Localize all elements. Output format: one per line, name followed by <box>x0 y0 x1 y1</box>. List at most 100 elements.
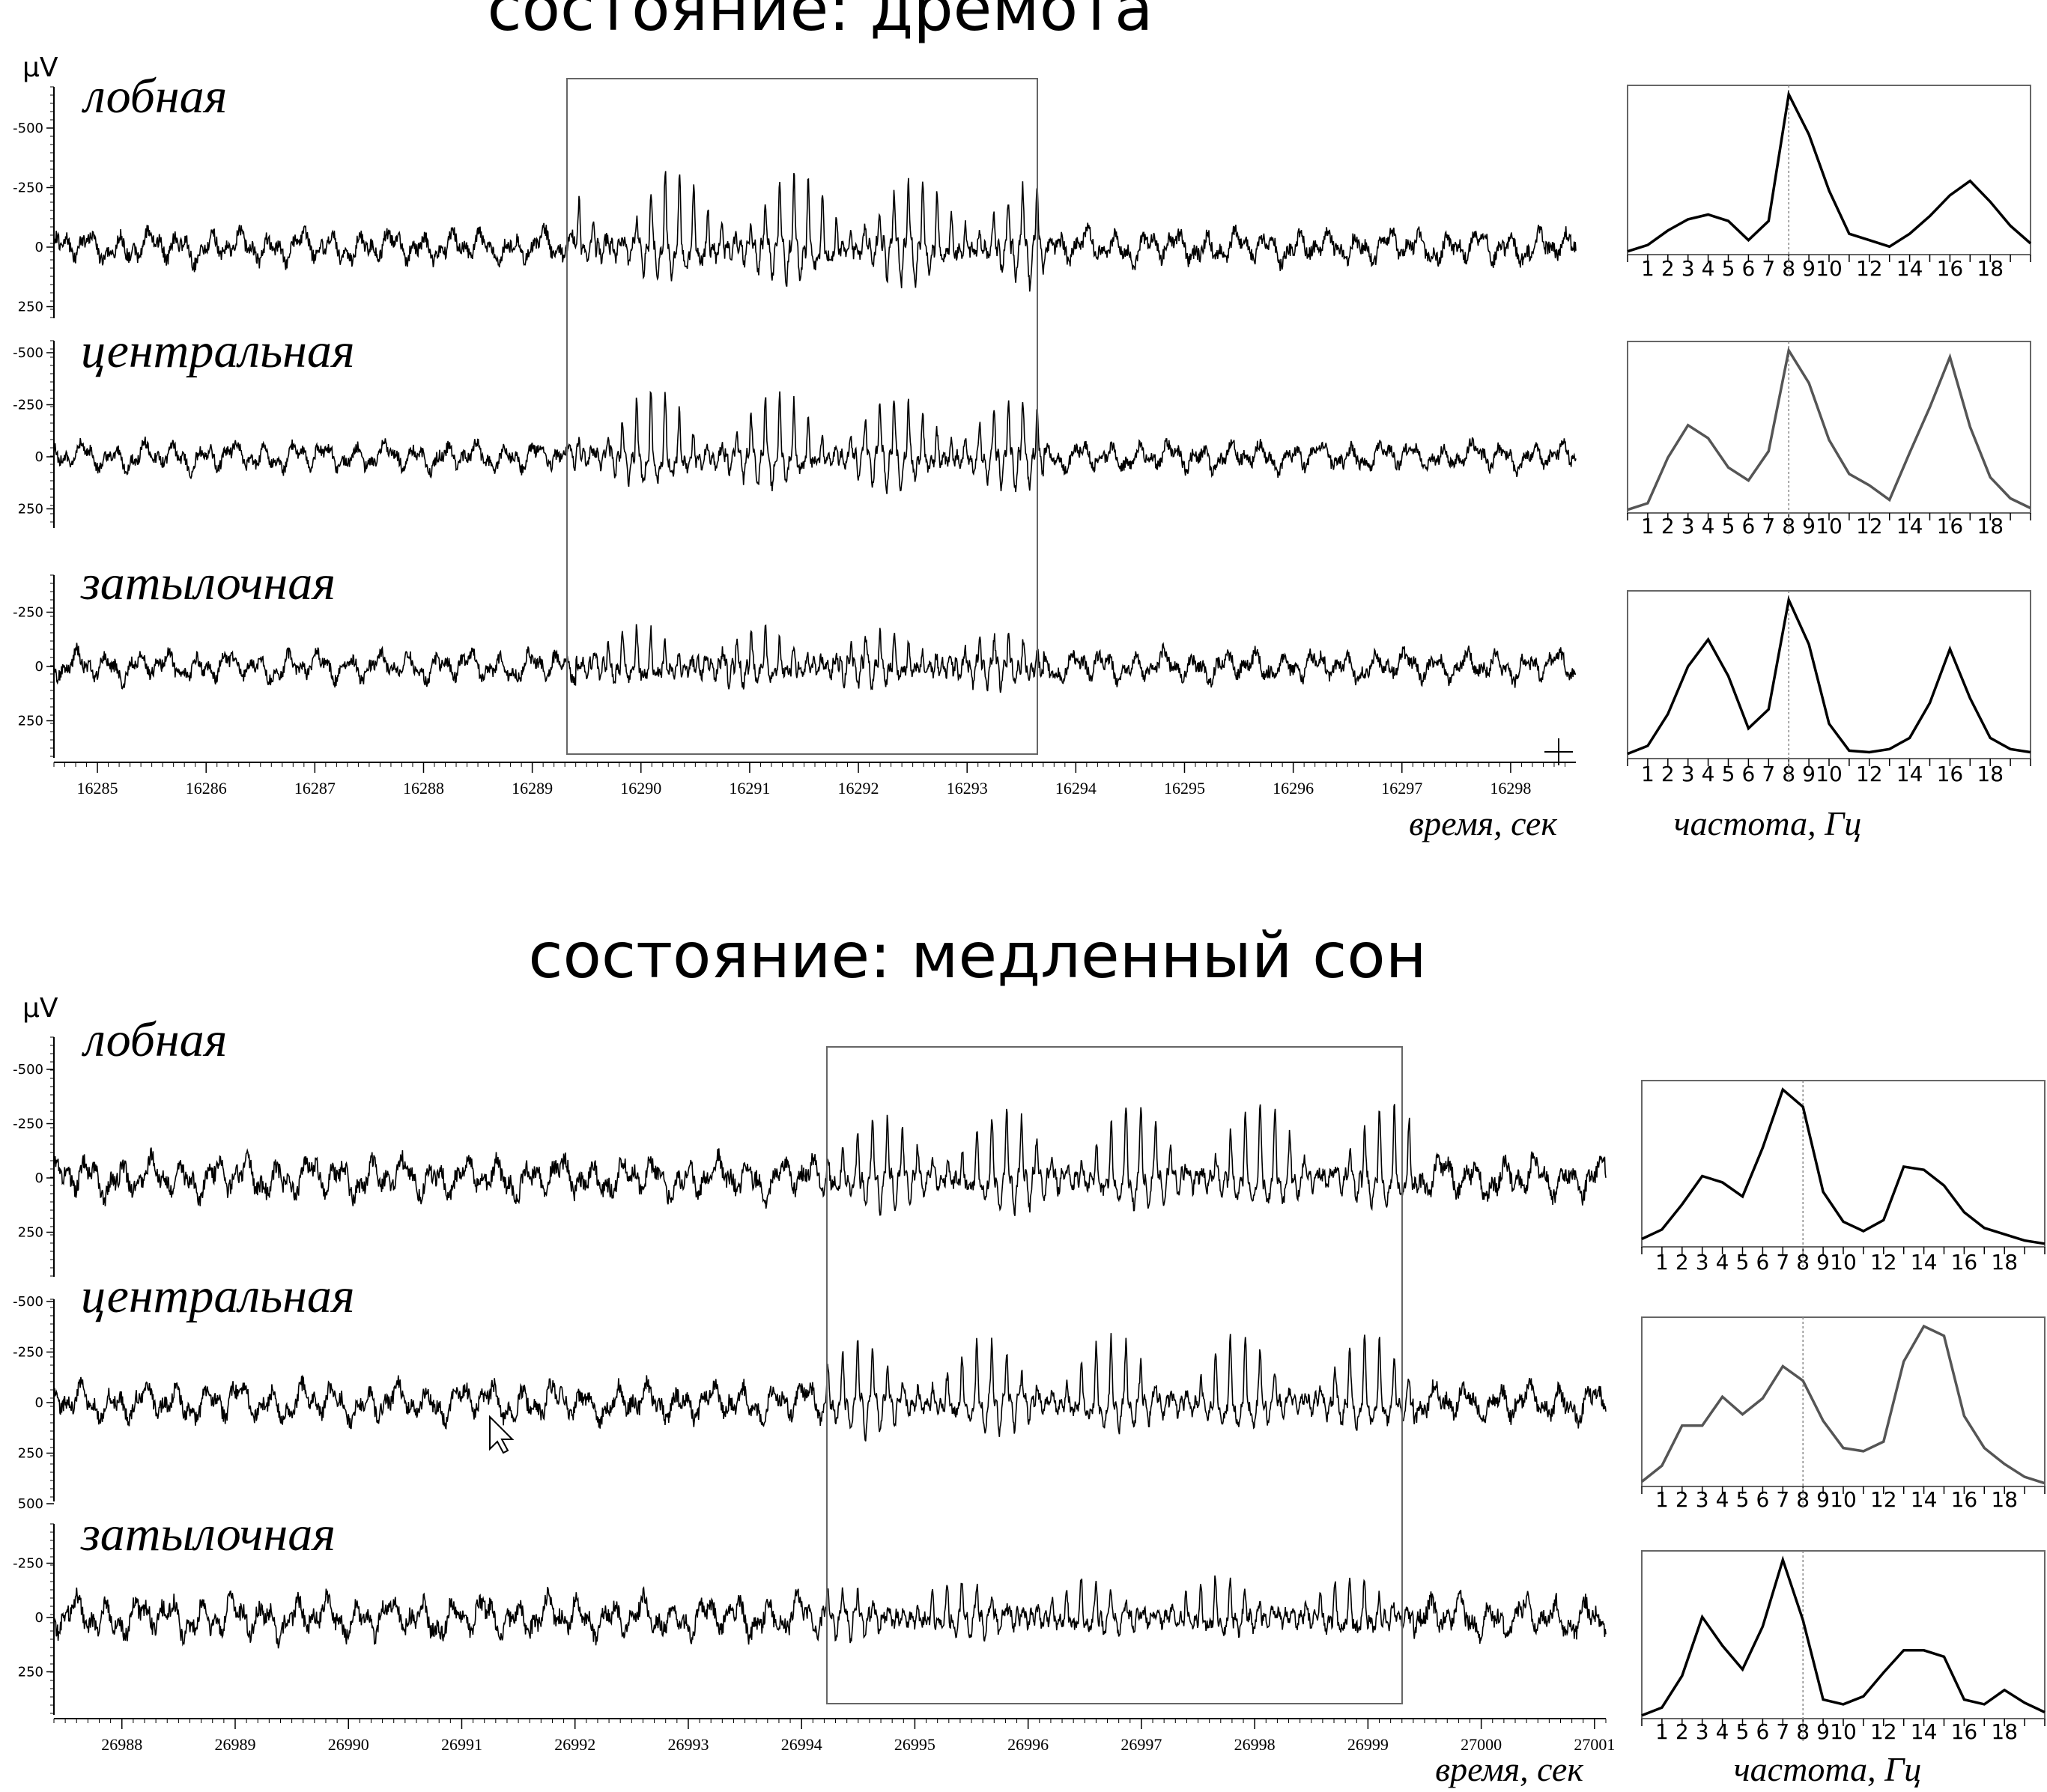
time-axis-caption: время, сек <box>1409 804 1557 842</box>
spectrum-frame <box>1641 1316 2046 1487</box>
channel-1: -500 -250 0 250 500 центральная <box>13 1269 1607 1512</box>
x-tick-label: 16289 <box>512 779 553 798</box>
spectrum-tick-label: 7 <box>1776 1250 1789 1275</box>
spectrum-tick-label: 3 <box>1696 1250 1709 1275</box>
spectrum-tick-label: 3 <box>1681 762 1695 786</box>
spectrum-tick-label: 2 <box>1661 256 1675 281</box>
spectrum-0: 1 2 3 4 5 6 7 8 9 10 12 14 16 18 <box>1641 1080 2046 1275</box>
x-tick-label: 16286 <box>186 779 227 798</box>
spectrum-frame <box>1627 85 2031 255</box>
spectrum-tick-label: 9 <box>1816 1250 1830 1275</box>
panel-title: состояние: дремота <box>487 0 1153 45</box>
spectrum-tick-label: 16 <box>1937 256 1964 281</box>
channel-1: -500 -250 0 250 центральная <box>13 324 1577 528</box>
spectrum-tick-label: 8 <box>1782 256 1795 281</box>
x-tick-label: 26997 <box>1120 1735 1162 1754</box>
spectrum-line <box>1627 90 2032 253</box>
spectrum-tick-label: 2 <box>1675 1250 1689 1275</box>
spectrum-tick-label: 8 <box>1782 762 1795 786</box>
spectrum-tick-label: 16 <box>1937 514 1964 538</box>
spectrum-tick-label: 16 <box>1951 1250 1978 1275</box>
channel-label: лобная <box>81 1012 227 1067</box>
crosshair-cursor-icon <box>1544 738 1573 765</box>
x-tick-label: 27000 <box>1461 1735 1502 1754</box>
y-tick-label: -500 <box>13 121 43 136</box>
x-tick-label: 16296 <box>1273 779 1314 798</box>
x-tick-label: 16298 <box>1490 779 1531 798</box>
channel-0: -500 -250 0 250 лобная <box>13 69 1577 318</box>
channel-label: затылочная <box>80 1507 336 1561</box>
eeg-trace <box>53 1333 1607 1442</box>
spectrum-tick-label: 7 <box>1776 1487 1789 1512</box>
eeg-trace <box>53 1575 1607 1649</box>
spectrum-tick-label: 7 <box>1762 256 1775 281</box>
spectrum-tick-label: 14 <box>1911 1487 1938 1512</box>
spectrum-tick-label: 6 <box>1756 1719 1769 1744</box>
y-tick-label: -250 <box>13 398 43 413</box>
x-tick-label: 16290 <box>620 779 661 798</box>
y-tick-label: -500 <box>13 345 43 361</box>
spectrum-tick-label: 10 <box>1816 514 1843 538</box>
spectrum-tick-label: 1 <box>1655 1719 1669 1744</box>
x-tick-label: 26988 <box>101 1735 142 1754</box>
x-tick-label: 16294 <box>1055 779 1097 798</box>
spectrum-2: 1 2 3 4 5 6 7 8 9 10 12 14 16 18 <box>1641 1550 2046 1744</box>
y-tick-label: 250 <box>18 300 43 315</box>
panel-drowsiness: состояние: дремотаµV-500-2500250лобная-5… <box>13 0 2032 842</box>
spectrum-tick-label: 6 <box>1756 1487 1769 1512</box>
spectrum-tick-label: 2 <box>1661 514 1675 538</box>
spectrum-frame <box>1641 1550 2046 1719</box>
spectrum-line <box>1641 1087 2046 1245</box>
channel-0: -500 -250 0 250 лобная <box>13 1012 1607 1277</box>
spectrum-tick-label: 12 <box>1870 1250 1897 1275</box>
y-tick-label: -250 <box>13 605 43 621</box>
y-tick-label: 0 <box>35 1170 43 1186</box>
spectrum-tick-label: 6 <box>1741 762 1755 786</box>
spectrum-tick-label: 10 <box>1816 256 1843 281</box>
x-tick-label: 27001 <box>1574 1735 1615 1754</box>
spectrum-tick-label: 1 <box>1641 514 1655 538</box>
spectrum-tick-label: 10 <box>1830 1487 1857 1512</box>
y-tick-label: -250 <box>13 1345 43 1361</box>
channel-2: -250 0 250 затылочная <box>13 1507 1607 1715</box>
x-tick-label: 26999 <box>1347 1735 1389 1754</box>
time-axis-caption: время, сек <box>1435 1750 1583 1788</box>
x-tick-label: 26990 <box>328 1735 369 1754</box>
spectrum-tick-label: 18 <box>1991 1487 2018 1512</box>
y-tick-label: 250 <box>18 714 43 729</box>
x-tick-label: 16287 <box>294 779 336 798</box>
spectrum-frame <box>1627 590 2031 759</box>
spectrum-tick-label: 4 <box>1716 1487 1729 1512</box>
x-tick-label: 16295 <box>1164 779 1205 798</box>
x-tick-label: 26995 <box>894 1735 935 1754</box>
spectrum-tick-label: 10 <box>1816 762 1843 786</box>
spectrum-tick-label: 7 <box>1762 514 1775 538</box>
panel-slow-sleep: состояние: медленный сонµV-500-2500250ло… <box>13 919 2046 1788</box>
spectrum-tick-label: 12 <box>1856 762 1883 786</box>
channel-label: центральная <box>81 1269 355 1323</box>
x-tick-label: 26991 <box>441 1735 482 1754</box>
spectrum-tick-label: 12 <box>1856 256 1883 281</box>
spectrum-tick-label: 7 <box>1776 1719 1789 1744</box>
eeg-trace <box>53 390 1577 494</box>
spectrum-tick-label: 1 <box>1655 1250 1669 1275</box>
channel-label: центральная <box>81 324 355 378</box>
spectrum-tick-label: 7 <box>1762 762 1775 786</box>
spectrum-tick-label: 5 <box>1736 1487 1750 1512</box>
spectrum-tick-label: 2 <box>1675 1719 1689 1744</box>
spectrum-tick-label: 14 <box>1896 762 1923 786</box>
y-tick-label: 250 <box>18 1446 43 1462</box>
spectrum-tick-label: 16 <box>1937 762 1964 786</box>
spectrum-tick-label: 6 <box>1741 514 1755 538</box>
y-tick-label: -500 <box>13 1062 43 1078</box>
x-tick-label: 16297 <box>1381 779 1422 798</box>
spectrum-tick-label: 6 <box>1756 1250 1769 1275</box>
x-tick-label: 26993 <box>667 1735 709 1754</box>
spectrum-tick-label: 8 <box>1796 1487 1810 1512</box>
y-tick-label: 250 <box>18 1665 43 1680</box>
y-tick-label: -500 <box>13 1294 43 1310</box>
spectrum-tick-label: 16 <box>1951 1719 1978 1744</box>
channel-label: затылочная <box>80 556 336 610</box>
spectrum-1: 1 2 3 4 5 6 7 8 9 10 12 14 16 18 <box>1627 341 2031 538</box>
